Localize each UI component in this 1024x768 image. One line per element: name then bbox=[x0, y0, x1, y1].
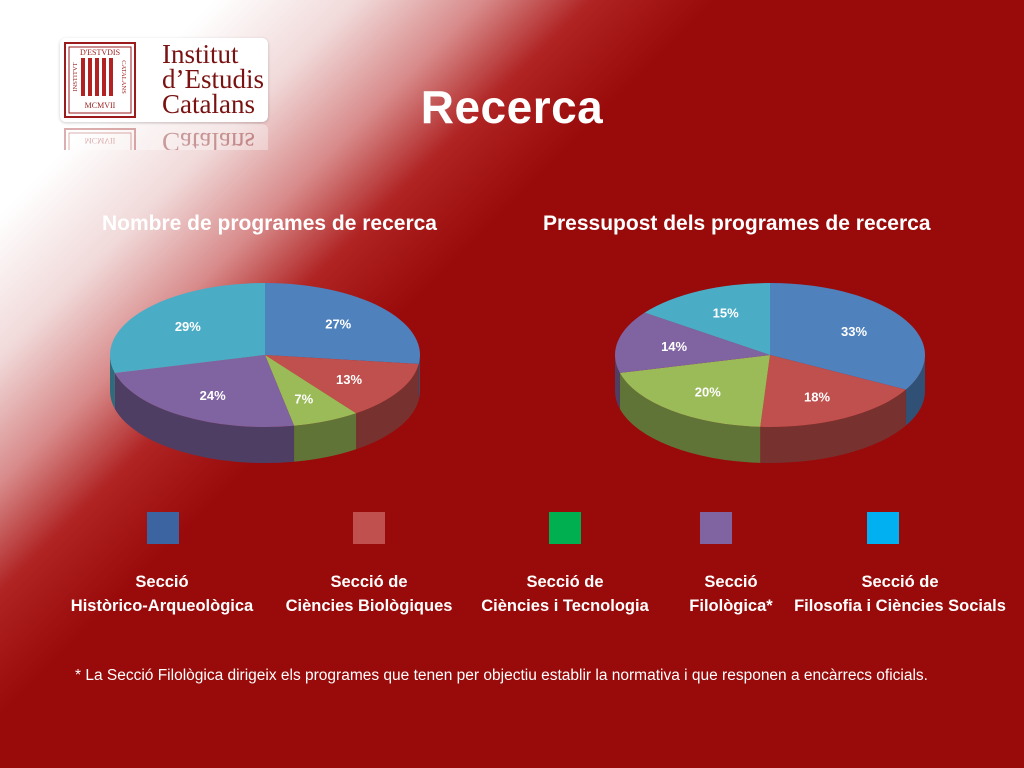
pie1-slice-4 bbox=[109, 283, 265, 373]
pie1-side-1 bbox=[356, 364, 419, 450]
pie2-side-3 bbox=[615, 355, 620, 409]
pie1-slice-3 bbox=[114, 355, 295, 427]
legend-label-filosofia-line1: Secció de bbox=[861, 573, 939, 591]
legend-label-historico: Secció Històrico-Arqueològica bbox=[62, 570, 262, 618]
legend-swatch-filologica bbox=[700, 512, 732, 544]
seal-top-text: D'ESTVDIS bbox=[80, 48, 120, 57]
legend-label-tecnologia-line1: Secció de bbox=[526, 573, 604, 591]
seal-right-text: CATALANS bbox=[120, 60, 127, 94]
pie1-label-1: 13% bbox=[336, 372, 362, 387]
pie1-label-0: 27% bbox=[325, 317, 351, 332]
legend-label-historico-line1: Secció bbox=[135, 573, 189, 591]
iec-name-line1: Institut bbox=[162, 39, 239, 69]
pie1-slice-0 bbox=[265, 283, 420, 365]
iec-name-line3: Catalans bbox=[162, 89, 255, 119]
pie2-side-0 bbox=[905, 355, 925, 426]
pie2-slice-1 bbox=[760, 355, 906, 427]
legend-swatch-filosofia bbox=[867, 512, 899, 544]
pie1-label-4: 29% bbox=[175, 319, 201, 334]
legend-label-biologiques-line1: Secció de bbox=[330, 573, 408, 591]
chart2-title: Pressupost dels programes de recerca bbox=[543, 212, 931, 235]
pie1-side-3 bbox=[114, 372, 295, 463]
legend-label-filologica-line2: Filològica* bbox=[689, 597, 773, 615]
logo-reflection-image: D'ESTVDIS MCMVII INSTITVT CATALANS Insti… bbox=[60, 124, 268, 150]
pie2-side-1 bbox=[760, 389, 906, 463]
legend-label-filosofia: Secció de Filosofia i Ciències Socials bbox=[790, 570, 1010, 618]
seal-left-text: INSTITVT bbox=[72, 62, 79, 91]
pie1-side-0 bbox=[418, 355, 420, 401]
iec-name: Institut d’Estudis Catalans bbox=[162, 39, 265, 119]
legend-label-historico-line2: Històrico-Arqueològica bbox=[70, 597, 254, 615]
pie2-label-0: 33% bbox=[841, 324, 867, 339]
pie2-slice-0 bbox=[770, 283, 925, 390]
pie2-label-3: 14% bbox=[661, 339, 687, 354]
pie2-side-2 bbox=[619, 372, 761, 463]
pie2-label-4: 15% bbox=[713, 306, 739, 321]
pie1-label-2: 7% bbox=[294, 392, 313, 407]
iec-name-line2: d’Estudis bbox=[162, 64, 265, 94]
logo-reflection: D'ESTVDIS MCMVII INSTITVT CATALANS Insti… bbox=[60, 124, 268, 150]
legend-label-tecnologia-line2: Ciències i Tecnologia bbox=[481, 597, 649, 615]
pie1-label-3: 24% bbox=[200, 388, 226, 403]
iec-seal-icon-reflection: D'ESTVDIS MCMVII INSTITVT CATALANS bbox=[64, 128, 136, 150]
legend-label-tecnologia: Secció de Ciències i Tecnologia bbox=[465, 570, 665, 618]
pie2-slice-3 bbox=[615, 312, 770, 373]
pie1-slice-1 bbox=[265, 355, 419, 414]
seal-bottom-text: MCMVII bbox=[85, 101, 116, 110]
iec-logo: D'ESTVDIS MCMVII INSTITVT CATALANS Insti… bbox=[60, 38, 268, 122]
pie2-label-1: 18% bbox=[804, 390, 830, 405]
pie2-slice-2 bbox=[619, 355, 770, 427]
legend-label-biologiques-line2: Ciències Biològiques bbox=[285, 597, 453, 615]
pie1-sides bbox=[110, 355, 420, 463]
pie2-sides bbox=[615, 355, 925, 463]
legend-label-filosofia-line2: Filosofia i Ciències Socials bbox=[794, 597, 1006, 615]
seal-bottom-text-reflection: MCMVII bbox=[85, 136, 116, 145]
chart1-title: Nombre de programes de recerca bbox=[102, 212, 437, 235]
legend-label-biologiques: Secció de Ciències Biològiques bbox=[269, 570, 469, 618]
page-title: Recerca bbox=[420, 81, 604, 133]
legend-label-filologica: Secció Filològica* bbox=[656, 570, 806, 618]
legend-swatch-biologiques bbox=[353, 512, 385, 544]
iec-seal-icon: D'ESTVDIS MCMVII INSTITVT CATALANS bbox=[64, 42, 136, 118]
footnote: * La Secció Filològica dirigeix els prog… bbox=[75, 667, 928, 684]
pie-chart-programs: 27% 13% 7% 24% 29% bbox=[109, 283, 420, 463]
pie1-side-2 bbox=[294, 413, 357, 462]
pie2-label-2: 20% bbox=[695, 385, 721, 400]
legend-swatch-tecnologia bbox=[549, 512, 581, 544]
pie-chart-budget: 33% 18% 20% 14% 15% bbox=[615, 283, 925, 463]
legend-label-filologica-line1: Secció bbox=[704, 573, 758, 591]
pie1-side-4 bbox=[110, 355, 115, 409]
pie2-slice-4 bbox=[644, 283, 770, 355]
legend-swatch-historico bbox=[147, 512, 179, 544]
pie1-slice-2 bbox=[265, 355, 357, 426]
